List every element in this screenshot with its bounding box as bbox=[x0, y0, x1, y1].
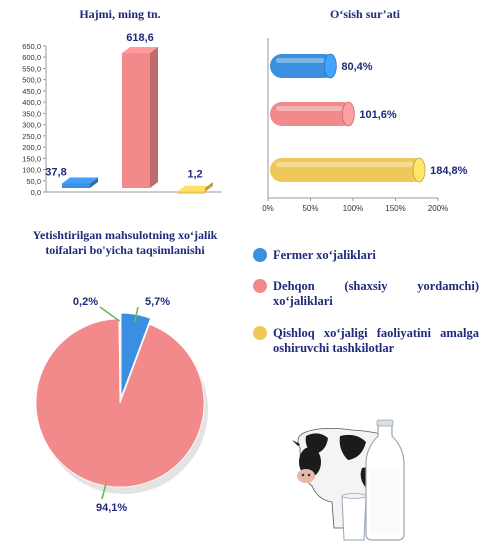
y-tick-label: 650,0 bbox=[22, 42, 41, 51]
bar-cap bbox=[341, 101, 355, 127]
cow-milk-illustration bbox=[292, 419, 405, 541]
bar bbox=[122, 53, 150, 189]
y-tick-label: 450,0 bbox=[22, 87, 41, 96]
bar-cap bbox=[323, 53, 337, 79]
bar-highlight bbox=[276, 106, 343, 111]
y-tick-label: 300,0 bbox=[22, 121, 41, 130]
bar-cap bbox=[412, 157, 426, 183]
milk-glass-icon bbox=[341, 493, 367, 541]
bar-value-label: 80,4% bbox=[341, 61, 372, 73]
bar-side bbox=[205, 182, 213, 192]
legend-swatch-dehqon bbox=[253, 279, 267, 293]
growth-chart-title: O‘sish sur’ati bbox=[330, 7, 400, 21]
legend-item-qishloq: Qishloq xo‘jaligi faoliyatini amalga osh… bbox=[253, 326, 479, 356]
legend-swatch-fermer bbox=[253, 248, 267, 262]
milk-bottle-icon bbox=[365, 419, 405, 541]
y-tick-label: 250,0 bbox=[22, 132, 41, 141]
volume-bar-chart: 0,0 50,0 100,0 150,0 200,0 250,0 300,0 350,0 400… bbox=[22, 32, 222, 197]
y-tick-label: 100,0 bbox=[22, 166, 41, 175]
growth-bar-chart: 0% 50% 100% 150% 200% 80,4% 101,6% 184,8% bbox=[262, 38, 468, 213]
x-tick-label: 50% bbox=[302, 204, 318, 213]
bar-side bbox=[150, 47, 158, 189]
y-tick-label: 500,0 bbox=[22, 76, 41, 85]
y-tick-label: 50,0 bbox=[26, 177, 41, 186]
legend-label-qishloq: Qishloq xo‘jaligi faoliyatini amalga osh… bbox=[273, 326, 479, 355]
bar-top bbox=[62, 177, 98, 184]
legend-label-fermer: Fermer xo‘jaliklari bbox=[273, 248, 376, 262]
y-tick-label: 200,0 bbox=[22, 143, 41, 152]
y-tick-label: 400,0 bbox=[22, 98, 41, 107]
bar bbox=[177, 191, 205, 194]
legend-item-dehqon: Dehqon (shaxsiy yordamchi) xo‘jaliklari bbox=[253, 279, 479, 309]
y-tick-label: 550,0 bbox=[22, 64, 41, 73]
leader-line bbox=[133, 306, 139, 323]
bar-top bbox=[122, 47, 158, 54]
bar-value-label: 101,6% bbox=[359, 109, 397, 121]
distribution-pie-chart: 5,7% 94,1% 0,2% bbox=[35, 296, 208, 514]
bar-value-label: 618,6 bbox=[126, 32, 154, 44]
pie-chart-title: Yetishtirilgan mahsulotning xo‘jalik toi… bbox=[32, 228, 218, 257]
legend-label-dehqon: Dehqon (shaxsiy yordamchi) xo‘jaliklari bbox=[273, 279, 479, 308]
leader-line bbox=[101, 483, 107, 500]
x-tick-label: 100% bbox=[343, 204, 363, 213]
bar-value-label: 184,8% bbox=[430, 165, 468, 177]
bar-highlight bbox=[276, 58, 325, 63]
legend-item-fermer: Fermer xo‘jaliklari bbox=[253, 248, 479, 263]
bar bbox=[270, 102, 355, 126]
pie-value-label: 0,2% bbox=[73, 296, 98, 308]
pie-slice bbox=[118, 318, 121, 404]
pie-value-label: 5,7% bbox=[145, 296, 170, 308]
leader-line bbox=[99, 306, 120, 322]
x-tick-label: 0% bbox=[262, 204, 274, 213]
legend-swatch-qishloq bbox=[253, 326, 267, 340]
bar-side bbox=[90, 177, 98, 188]
y-tick-label: 350,0 bbox=[22, 109, 41, 118]
y-tick-label: 150,0 bbox=[22, 154, 41, 163]
bar-value-label: 37,8 bbox=[45, 167, 66, 179]
x-tick-label: 150% bbox=[385, 204, 405, 213]
x-tick-label: 200% bbox=[428, 204, 448, 213]
bar bbox=[270, 54, 337, 78]
bar-top bbox=[177, 185, 213, 192]
bar-chart-title: Hajmi, ming tn. bbox=[79, 7, 161, 21]
pie-value-label: 94,1% bbox=[96, 502, 127, 514]
bar bbox=[62, 183, 90, 188]
bar-value-label: 1,2 bbox=[187, 169, 202, 181]
bar-highlight bbox=[276, 162, 414, 167]
bar bbox=[270, 158, 426, 182]
y-tick-label: 600,0 bbox=[22, 53, 41, 62]
y-tick-label: 0,0 bbox=[31, 188, 41, 197]
